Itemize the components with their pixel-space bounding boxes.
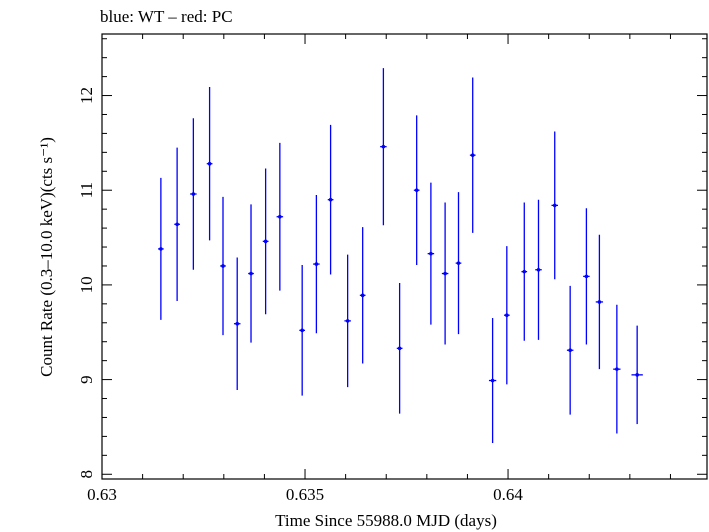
point-marker (249, 271, 253, 276)
x-tick-label: 0.63 (87, 485, 117, 504)
point-marker (235, 321, 240, 326)
point-marker (597, 300, 602, 304)
x-tick-labels: 0.63 0.635 0.64 (87, 485, 523, 504)
point-marker (263, 239, 268, 244)
data-points (158, 68, 643, 444)
point-marker (552, 203, 557, 208)
data-point (220, 196, 226, 336)
data-point (427, 182, 435, 325)
point-marker (328, 197, 333, 202)
data-point (566, 285, 574, 415)
point-marker (568, 348, 572, 353)
data-point (551, 131, 558, 280)
point-marker (635, 373, 639, 377)
point-marker (397, 346, 402, 351)
data-point (413, 115, 420, 266)
point-marker (159, 247, 163, 251)
point-marker (522, 269, 527, 274)
data-point (469, 77, 476, 233)
data-point (396, 283, 403, 414)
point-marker (490, 378, 495, 383)
point-marker (207, 161, 212, 166)
point-marker (470, 153, 475, 157)
data-point (535, 199, 542, 340)
data-point (631, 325, 643, 425)
point-marker (381, 144, 386, 149)
data-point (441, 202, 449, 345)
data-point (583, 208, 590, 345)
x-tick-label: 0.635 (286, 485, 324, 504)
plot-frame (101, 33, 708, 480)
point-marker (536, 267, 541, 272)
point-marker (443, 271, 447, 276)
data-point (206, 87, 213, 241)
data-point (380, 68, 387, 226)
point-marker (584, 274, 589, 279)
data-point (344, 254, 351, 388)
data-point (313, 194, 320, 334)
data-point (190, 118, 197, 270)
point-marker (505, 313, 509, 318)
point-marker (191, 192, 196, 196)
data-point (174, 147, 180, 301)
y-tick-label: 11 (77, 182, 96, 198)
point-marker (175, 222, 179, 227)
chart-title: blue: WT – red: PC (100, 7, 233, 26)
data-point (521, 202, 528, 341)
point-marker (615, 367, 619, 371)
point-marker (300, 328, 304, 333)
axis-ticks (101, 34, 707, 479)
data-point (327, 124, 334, 275)
data-point (248, 204, 254, 343)
data-point (359, 227, 366, 364)
y-tick-label: 9 (77, 375, 96, 384)
y-tick-label: 12 (77, 87, 96, 104)
data-point (262, 168, 269, 315)
x-tick-label: 0.64 (493, 485, 523, 504)
data-point (233, 257, 241, 390)
point-marker (278, 214, 282, 219)
x-axis-label: Time Since 55988.0 MJD (days) (275, 511, 497, 530)
point-marker (414, 188, 419, 193)
point-marker (360, 293, 365, 298)
point-marker (429, 251, 433, 256)
data-point (503, 246, 510, 385)
data-point (595, 234, 604, 370)
data-point (158, 177, 164, 320)
data-point (455, 192, 462, 335)
data-point (299, 265, 306, 396)
y-tick-label: 10 (77, 276, 96, 293)
y-axis-label: Count Rate (0.3–10.0 keV)(cts s⁻¹) (37, 137, 56, 377)
point-marker (345, 319, 350, 323)
point-marker (456, 261, 461, 265)
point-marker (221, 264, 225, 268)
y-tick-label: 8 (77, 470, 96, 479)
data-point (613, 304, 621, 434)
point-marker (314, 262, 319, 266)
y-tick-labels: 8 9 10 11 12 (77, 87, 96, 478)
data-point (488, 318, 497, 444)
data-point (276, 142, 284, 291)
